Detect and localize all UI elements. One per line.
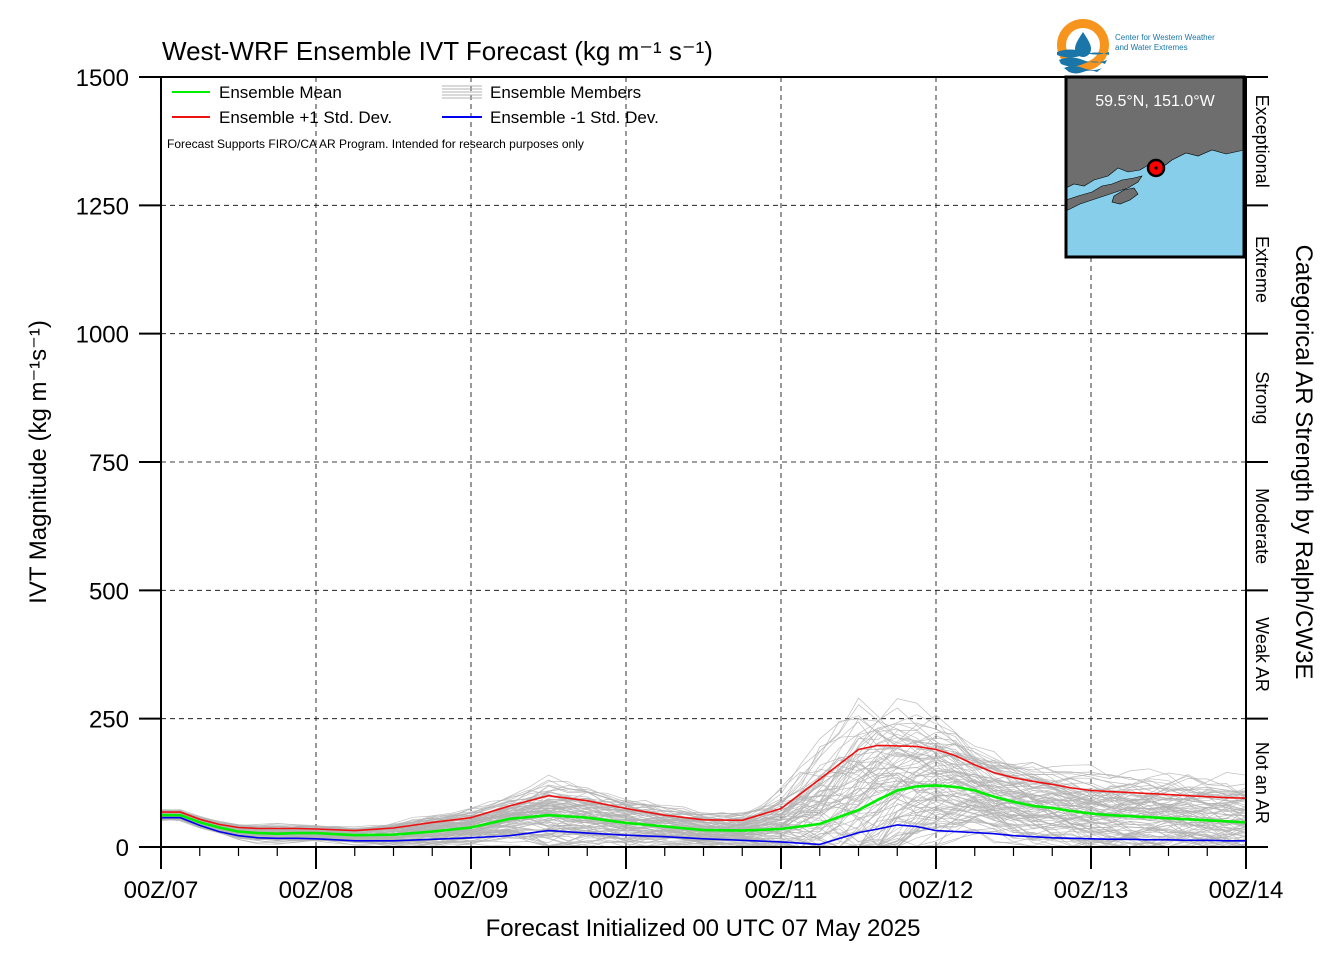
ensemble-member-line [160, 704, 1247, 831]
category-label: Exceptional [1252, 95, 1272, 188]
inset-map-peninsula [1065, 175, 1143, 211]
x-tick-label: 00Z/10 [589, 877, 664, 904]
x-tick-label: 00Z/07 [124, 877, 199, 904]
y-tick-label: 750 [89, 450, 129, 477]
inset-map-frame [1064, 75, 1246, 259]
y-tick-label: 1250 [76, 193, 129, 220]
legend-label-mean: Ensemble Mean [219, 83, 342, 102]
inset-map: 59.5°N, 151.0°W [1064, 75, 1246, 259]
ensemble-member-line [160, 817, 1246, 848]
chart-title: West-WRF Ensemble IVT Forecast (kg m⁻¹ s… [162, 36, 713, 66]
legend-swatch-members [442, 85, 482, 99]
category-label: Not an AR [1252, 742, 1272, 824]
x-axis: 00Z/07 00Z/08 00Z/09 00Z/10 00Z/11 00Z/12 00Z/… [124, 847, 1284, 904]
y-axis-label: IVT Magnitude (kg m⁻¹s⁻¹) [25, 320, 52, 604]
y-tick-label: 1500 [76, 65, 129, 92]
x-tick-label: 00Z/09 [434, 877, 509, 904]
category-axis: Exceptional Extreme Strong Moderate Weak AR N… [1246, 76, 1272, 848]
ensemble-member-line [160, 817, 1246, 848]
legend-label-plus-std: Ensemble +1 Std. Dev. [219, 108, 392, 127]
ensemble-member-line [160, 775, 1247, 848]
ensemble-member-line [160, 734, 1247, 832]
inset-map-coordinates: 59.5°N, 151.0°W [1095, 93, 1215, 110]
category-axis-title: Categorical AR Strength by Ralph/CW3E [1290, 245, 1317, 680]
ensemble-members [160, 697, 1247, 848]
category-label: Extreme [1252, 236, 1272, 303]
y-tick-label: 500 [89, 578, 129, 605]
inset-map-island [1111, 187, 1139, 205]
research-disclaimer: Forecast Supports FIRO/CA AR Program. In… [167, 137, 584, 151]
ensemble-plus-std-line [161, 744, 1247, 832]
x-tick-label: 00Z/11 [745, 877, 818, 904]
y-tick-label: 1000 [76, 322, 129, 349]
logo-waves [1057, 49, 1109, 74]
x-tick-label: 00Z/12 [899, 877, 974, 904]
logo-text-line2: and Water Extremes [1115, 43, 1188, 52]
legend-label-minus-std: Ensemble -1 Std. Dev. [490, 108, 659, 127]
location-marker-dot [1154, 166, 1158, 170]
category-label: Strong [1252, 371, 1272, 424]
category-label: Moderate [1252, 488, 1272, 564]
x-axis-label: Forecast Initialized 00 UTC 07 May 2025 [486, 915, 921, 942]
y-tick-label: 0 [116, 835, 129, 862]
water-drop-icon [1075, 32, 1091, 57]
legend-label-members: Ensemble Members [490, 83, 641, 102]
y-axis: 0 250 500 750 1000 1250 1500 [76, 65, 161, 862]
logo-text-line1: Center for Western Weather [1115, 33, 1215, 42]
cw3e-logo: Center for Western Weather and Water Ext… [1057, 19, 1215, 74]
y-tick-label: 250 [89, 707, 129, 734]
ensemble-member-line [161, 714, 1247, 830]
ensemble-mean-line [161, 784, 1247, 837]
ensemble-member-line [160, 697, 1247, 831]
legend: Ensemble Mean Ensemble Members Ensemble … [167, 83, 659, 151]
ensemble-minus-std-line [161, 816, 1246, 846]
category-label: Weak AR [1252, 617, 1272, 692]
x-tick-label: 00Z/14 [1209, 877, 1284, 904]
x-tick-label: 00Z/13 [1054, 877, 1129, 904]
ensemble-series [161, 744, 1247, 846]
ensemble-member-line [160, 718, 1247, 830]
ensemble-member-line [160, 801, 1247, 848]
x-tick-label: 00Z/08 [279, 877, 354, 904]
